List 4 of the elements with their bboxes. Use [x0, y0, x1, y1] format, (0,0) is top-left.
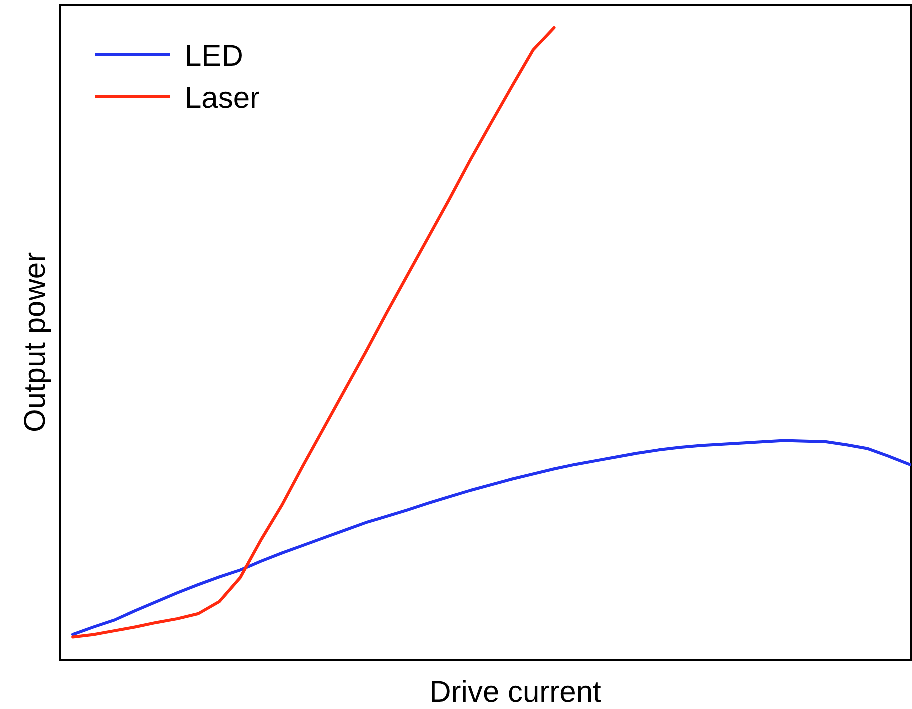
x-axis-title: Drive current — [430, 676, 602, 709]
legend-label: LED — [185, 40, 244, 73]
legend-label: Laser — [185, 82, 260, 115]
y-axis-title: Output power — [19, 252, 52, 433]
